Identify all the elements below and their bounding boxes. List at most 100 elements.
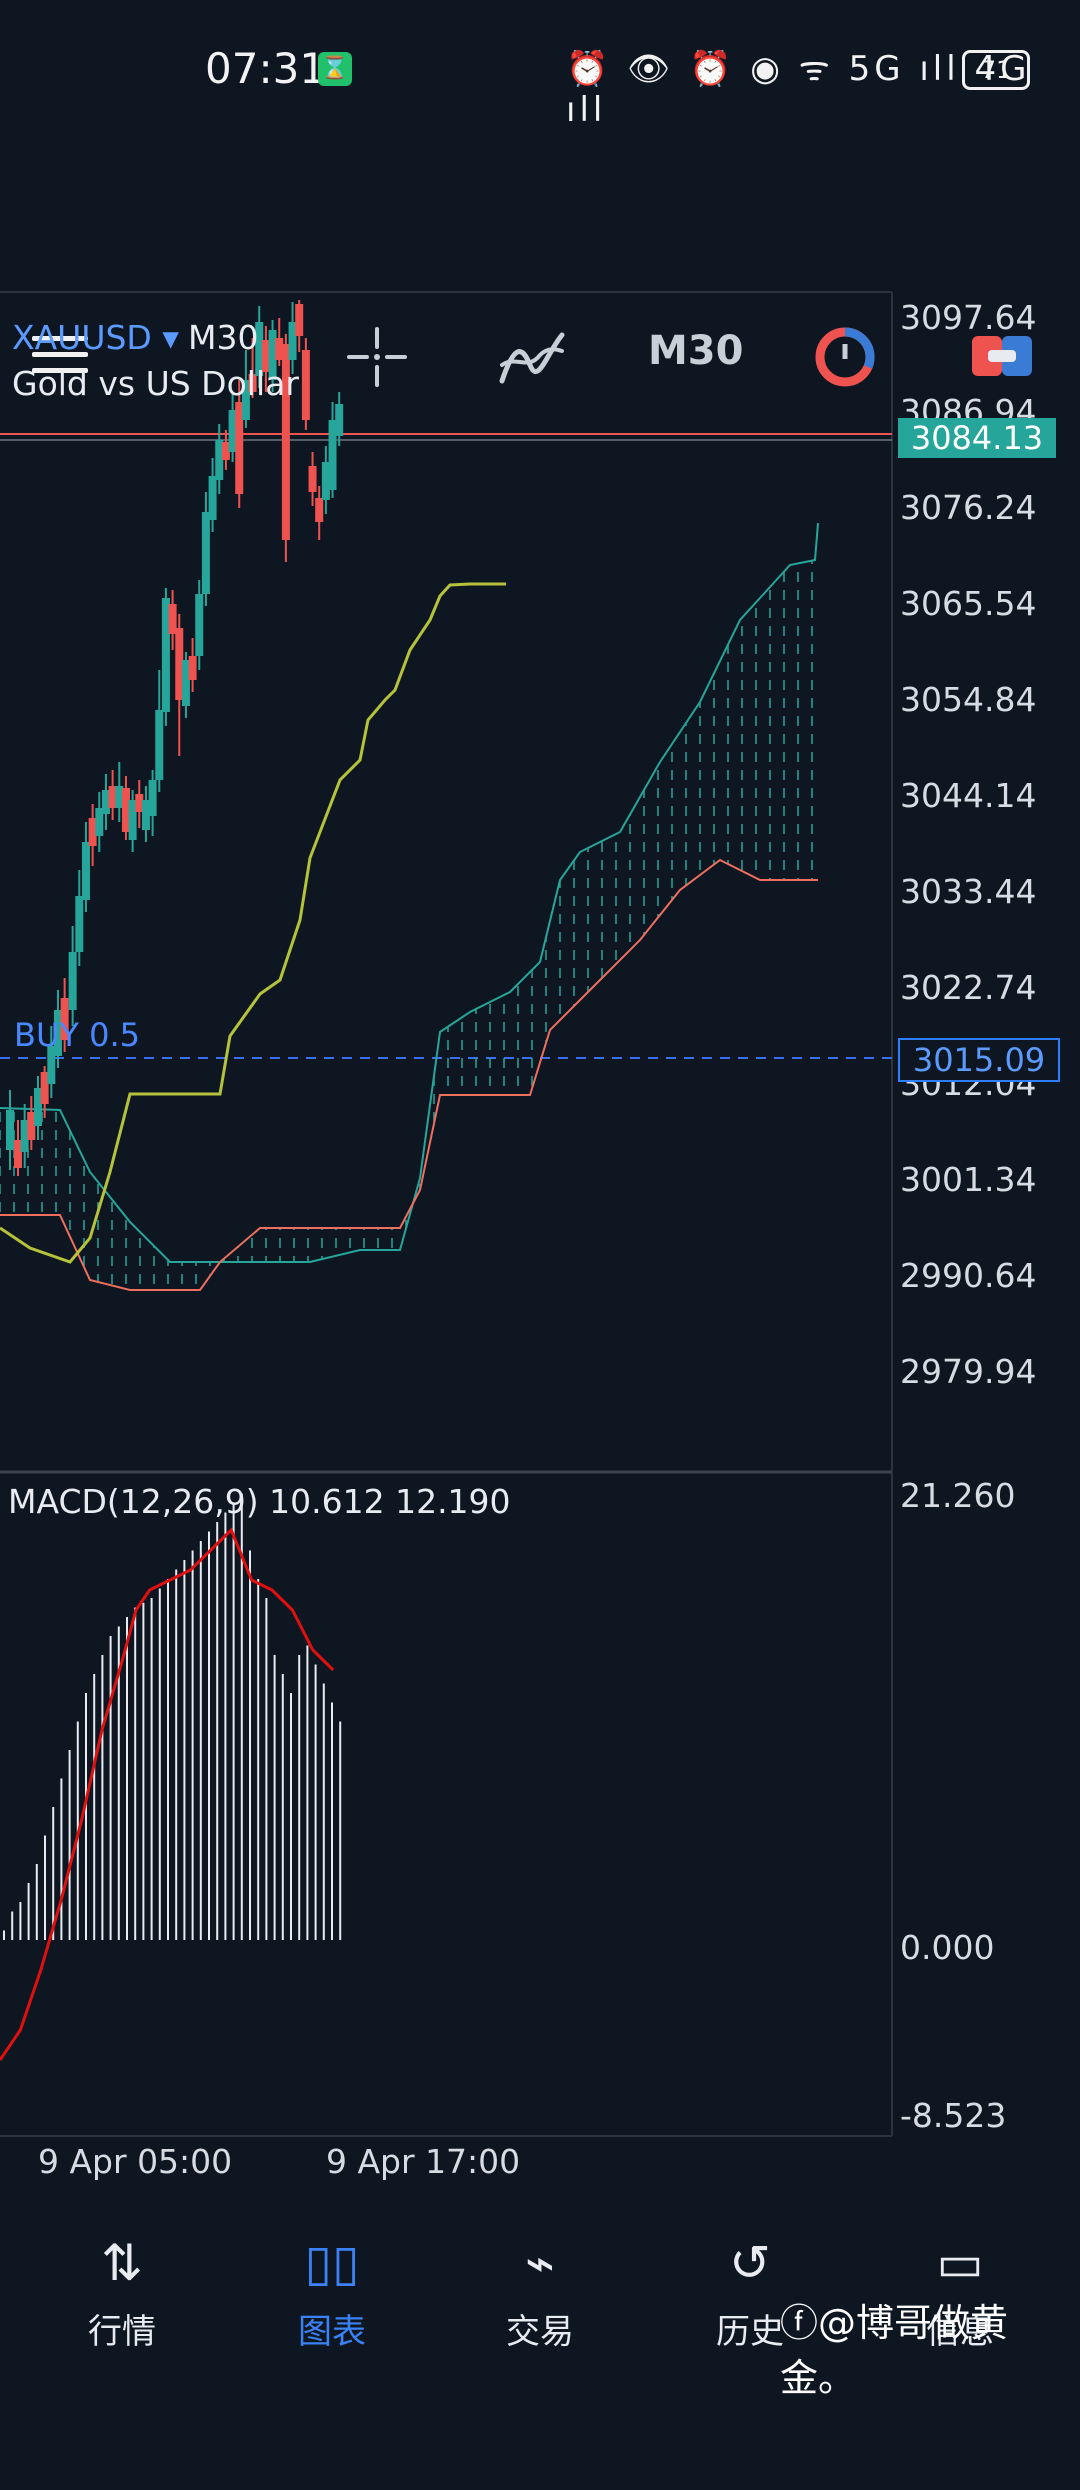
candle-body [228, 410, 237, 452]
price-axis-label: 3097.64 [900, 298, 1037, 337]
candle-body [141, 800, 150, 830]
candle-body [188, 656, 197, 680]
candle-body [27, 1112, 36, 1140]
candle-body [53, 1010, 62, 1056]
kijun-sen-line [0, 582, 506, 1264]
candle-body [81, 842, 90, 900]
menu-icon[interactable] [28, 330, 92, 380]
price-axis-label: 2979.94 [900, 1352, 1037, 1391]
nav-messages[interactable]: ▭ 信息 [890, 2228, 1030, 2353]
watermark: ⓕ@博哥做黄金。 [780, 2301, 1009, 2400]
nav-trade[interactable]: ⌁ 交易 [470, 2228, 610, 2353]
candle-body [40, 1072, 49, 1104]
chart-canvas[interactable] [0, 290, 1080, 2490]
candle-body [68, 952, 77, 1010]
candle-body [328, 420, 337, 490]
nav-history[interactable]: ↺ 历史 [680, 2228, 820, 2353]
bottom-navigation [0, 2200, 1080, 2376]
candle-body [335, 404, 344, 436]
candle-body [101, 790, 110, 814]
candle-body [88, 818, 97, 846]
status-time: 07:31 [205, 44, 327, 93]
candle-body [221, 442, 230, 460]
trade-icon[interactable] [970, 332, 1034, 380]
ichimoku-cloud [0, 523, 813, 1290]
candle-body [215, 440, 224, 480]
status-icons: ⏰ 👁 ⏰ ◉ ᯤ 5G ıll 4G ıll [566, 49, 1031, 130]
candle-body [235, 402, 244, 494]
price-axis-label: 3054.84 [900, 680, 1037, 719]
senkou-span-b [0, 858, 818, 1291]
candle-body [161, 598, 170, 712]
time-axis-label: 9 Apr 05:00 [38, 2142, 233, 2181]
crosshair-icon[interactable] [345, 325, 409, 389]
macd-axis-label: -8.523 [900, 2096, 1007, 2135]
macd-label: MACD(12,26,9) 10.612 12.190 [8, 1482, 511, 1521]
candle-body [295, 304, 304, 336]
macd-axis-label: 0.000 [900, 1928, 995, 1967]
current-price-label: 3084.13 [898, 418, 1056, 458]
nav-chart[interactable]: ▯▯ 图表 [262, 2228, 402, 2353]
candle-body [195, 594, 204, 656]
candle-body [5, 1110, 14, 1150]
indicators-icon[interactable] [498, 325, 566, 389]
battery-icon: 71 [962, 50, 1030, 90]
candle-body [181, 660, 190, 706]
candle-body [175, 628, 184, 700]
candle-body [95, 808, 104, 836]
candle-body [135, 794, 144, 812]
time-axis-label: 9 Apr 17:00 [326, 2142, 521, 2181]
candle-body [261, 340, 270, 372]
candle-body [201, 512, 210, 594]
candle-body [20, 1120, 29, 1152]
candle-body [13, 1140, 22, 1168]
candle-body [208, 476, 217, 520]
candle-body [128, 800, 137, 840]
candle-body [115, 786, 124, 808]
price-axis-label: 3065.54 [900, 584, 1037, 623]
candle-body [47, 1046, 56, 1084]
candle-body [301, 350, 310, 420]
candle-body [148, 780, 157, 816]
price-axis-label: 3076.24 [900, 488, 1037, 527]
candle-body [308, 466, 317, 492]
candle-body [275, 338, 284, 360]
messages-icon: ▭ [936, 2234, 984, 2292]
candle-body [321, 462, 330, 500]
candle-body [315, 498, 324, 522]
buy-price-label: 3015.09 [898, 1038, 1060, 1082]
price-axis-label: 3001.34 [900, 1160, 1037, 1199]
candle-body [255, 322, 264, 376]
symbol-description: Gold vs US Dollar [12, 364, 299, 403]
candle-body [281, 344, 290, 540]
trade-line-icon: ⌁ [524, 2234, 556, 2292]
candle-body [288, 322, 297, 360]
chart-area[interactable] [0, 290, 1080, 2140]
candle-body [121, 788, 130, 832]
status-bar: 07:31 ⌛ ⏰ 👁 ⏰ ◉ ᯤ 5G ıll 4G ıll 71 [0, 0, 1080, 140]
symbol-selector[interactable]: XAUUSD ▾ [12, 318, 179, 357]
price-axis-label: 3022.74 [900, 968, 1037, 1007]
senkou-span-a [0, 522, 819, 1263]
candle-body [241, 380, 250, 420]
candle-body [248, 374, 257, 392]
nav-quotes[interactable]: ⇅ 行情 [52, 2228, 192, 2353]
macd-signal-line [0, 1527, 335, 2061]
candle-body [75, 896, 84, 952]
chart-icon: ▯▯ [304, 2234, 360, 2292]
price-axis-label: 3044.14 [900, 776, 1037, 815]
buy-position-label[interactable]: BUY 0.5 [14, 1016, 140, 1054]
quotes-icon: ⇅ [101, 2234, 143, 2292]
candle-body [168, 604, 177, 634]
toolbar: M30 [0, 150, 1080, 387]
hourglass-icon: ⌛ [318, 52, 352, 86]
candle-body [108, 786, 117, 808]
candle-body [60, 998, 69, 1040]
objects-icon[interactable] [812, 326, 878, 388]
symbol-timeframe: M30 [188, 318, 259, 357]
candle-body [33, 1088, 42, 1126]
price-axis-label: 3033.44 [900, 872, 1037, 911]
timeframe-selector[interactable]: M30 [648, 328, 744, 374]
candle-body [268, 330, 277, 380]
price-axis-label: 2990.64 [900, 1256, 1037, 1295]
